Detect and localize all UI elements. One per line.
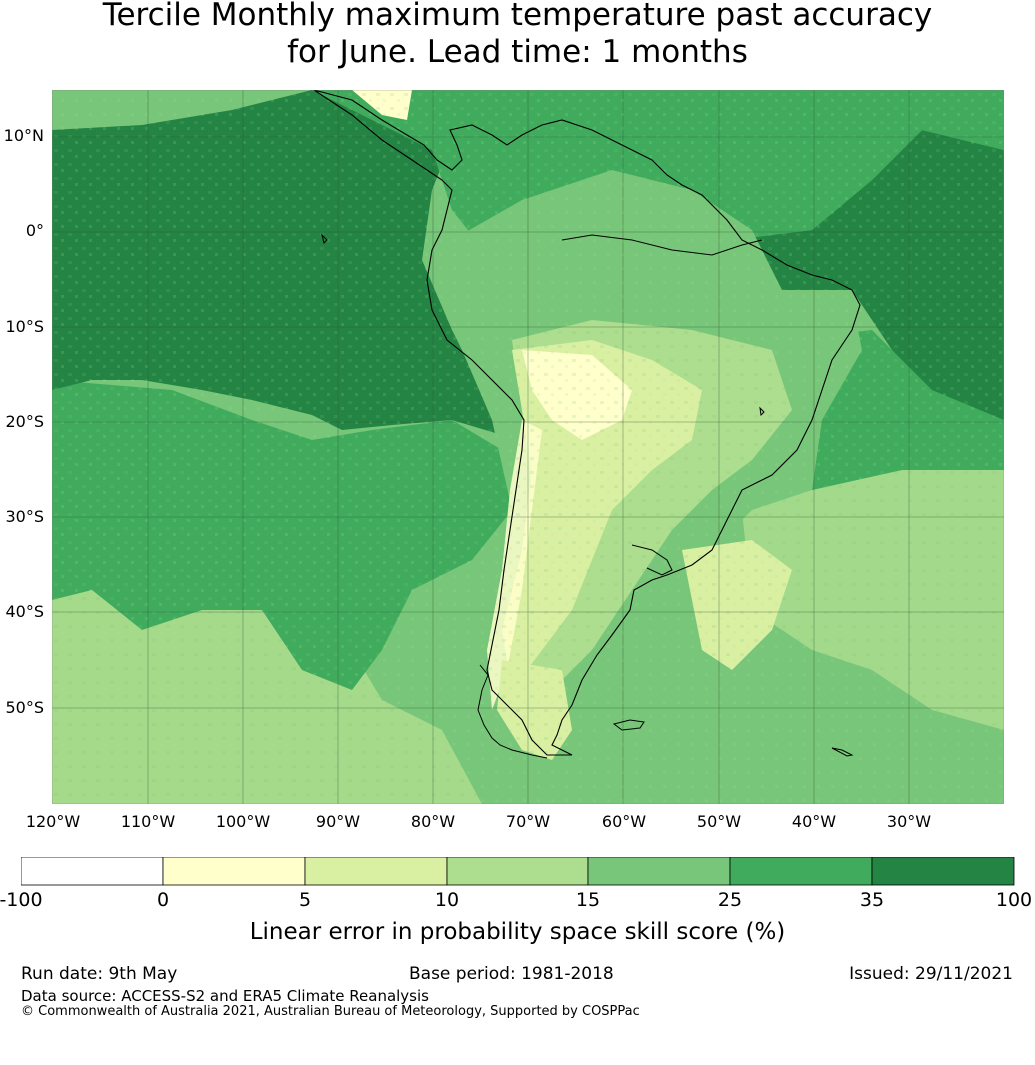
lon-label-40w: 40°W (791, 812, 837, 831)
run-date: Run date: 9th May (21, 964, 178, 984)
colorbar-tick-8: 100 (995, 889, 1033, 911)
colorbar-swatch-6 (729, 857, 873, 886)
issued-date: Issued: 29/11/2021 (849, 964, 1013, 984)
lon-label-30w: 30°W (886, 812, 932, 831)
colorbar-tick-3: 5 (298, 889, 312, 911)
lon-label-60w: 60°W (601, 812, 647, 831)
lon-label-50w: 50°W (696, 812, 742, 831)
island-trinidade (759, 406, 765, 417)
lat-label-40s: 40°S (5, 602, 44, 621)
colorbar-tick-6: 25 (717, 889, 743, 911)
coastline-amazon (561, 234, 763, 256)
lon-label-100w: 100°W (215, 812, 271, 831)
island-chiloe-archipelago (477, 664, 548, 759)
colorbar-tick-7: 35 (859, 889, 885, 911)
skill-field-texture (52, 90, 1004, 804)
island-south-georgia (831, 747, 854, 757)
skill-map (52, 90, 1004, 804)
lon-label-120w: 120°W (25, 812, 81, 831)
lon-label-80w: 80°W (410, 812, 456, 831)
colorbar-tick-2: 0 (156, 889, 170, 911)
colorbar-tick-5: 15 (575, 889, 601, 911)
colorbar-tick-4: 10 (434, 889, 460, 911)
colorbar-swatch-3 (304, 857, 448, 886)
colorbar-swatch-2 (162, 857, 306, 886)
colorbar-swatch-5 (587, 857, 731, 886)
data-source: Data source: ACCESS-S2 and ERA5 Climate … (21, 987, 429, 1005)
colorbar (21, 857, 1015, 886)
colorbar-swatch-7 (871, 857, 1015, 886)
map-title-line-1: Tercile Monthly maximum temperature past… (102, 0, 933, 33)
base-period: Base period: 1981-2018 (409, 964, 614, 984)
colorbar-swatch-1 (21, 857, 164, 886)
island-galapagos (321, 233, 328, 244)
coastline (313, 90, 861, 756)
coastline-rio-de-la-plata (631, 544, 673, 576)
colorbar-label: Linear error in probability space skill … (249, 919, 786, 945)
lat-label-10s: 10°S (5, 317, 44, 336)
map-title-line-2: for June. Lead time: 1 months (287, 34, 748, 70)
lat-label-0: 0° (25, 221, 44, 240)
lat-label-30s: 30°S (5, 507, 44, 526)
copyright: © Commonwealth of Australia 2021, Austra… (21, 1004, 640, 1019)
lat-label-50s: 50°S (5, 698, 44, 717)
lon-label-70w: 70°W (505, 812, 551, 831)
lon-label-90w: 90°W (315, 812, 361, 831)
island-falklands (612, 719, 645, 731)
colorbar-tick-1: -100 (0, 889, 43, 911)
lat-label-20s: 20°S (5, 412, 44, 431)
colorbar-swatch-4 (446, 857, 589, 886)
lon-label-110w: 110°W (120, 812, 176, 831)
lat-label-10n: 10°N (3, 126, 44, 145)
graticule (52, 90, 1004, 804)
